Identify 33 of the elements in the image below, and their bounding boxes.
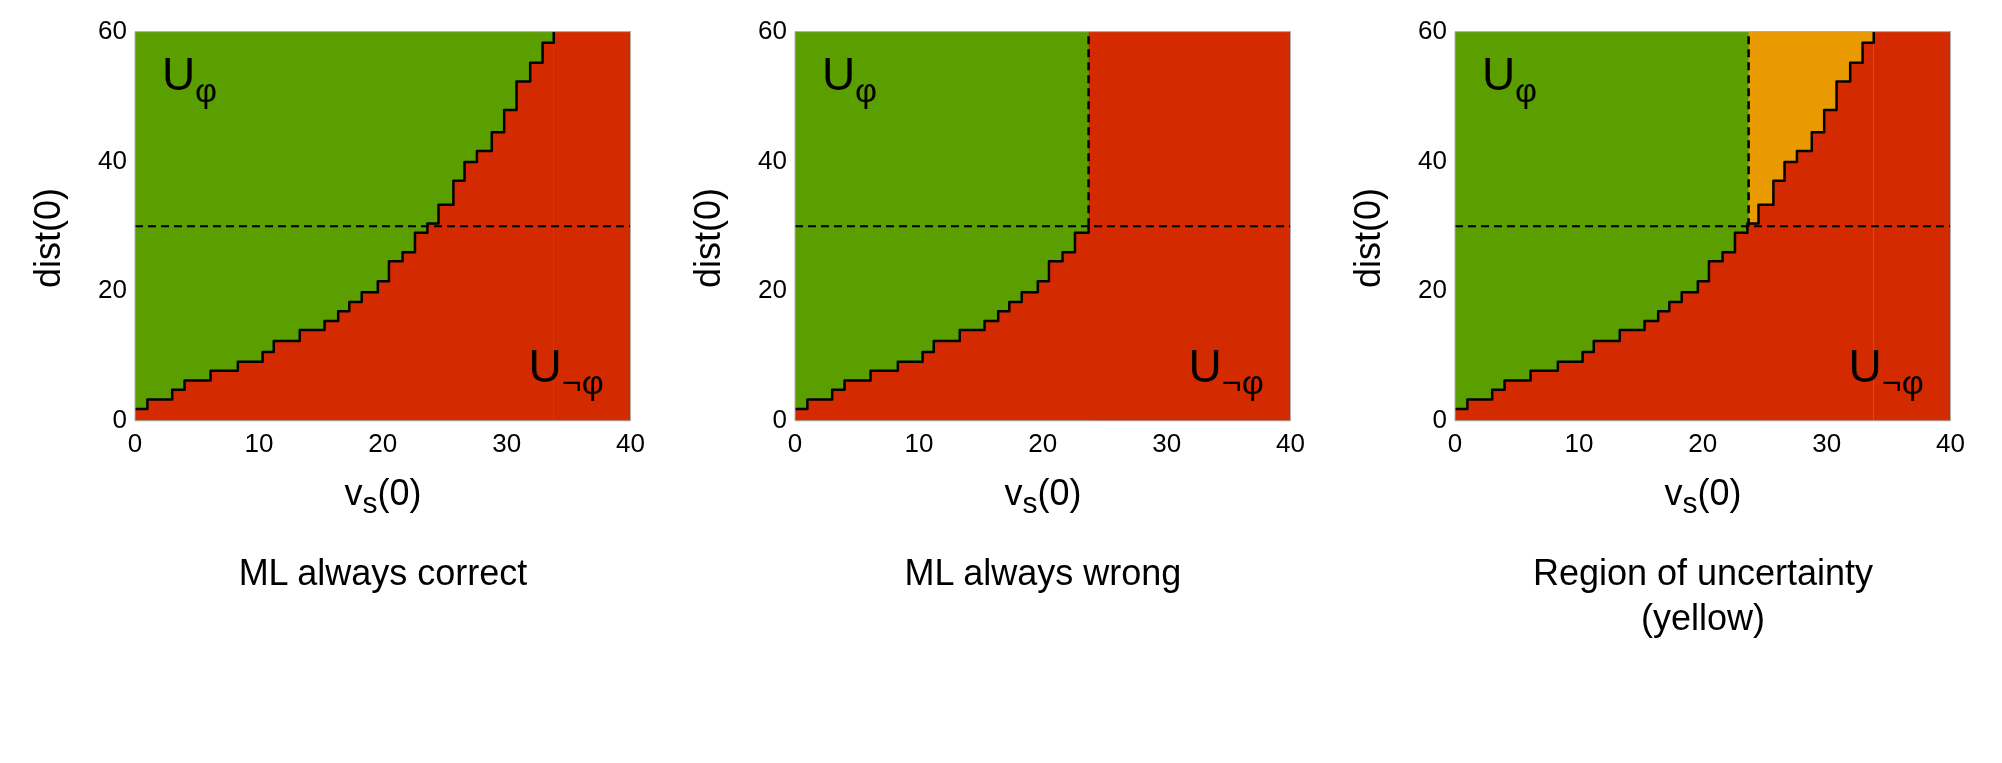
x-tick-label: 20 xyxy=(368,427,398,458)
y-tick-label: 20 xyxy=(98,274,127,305)
x-tick-label: 30 xyxy=(1152,427,1182,458)
x-tick-label: 30 xyxy=(492,427,522,458)
y-tick-label: 0 xyxy=(112,403,127,434)
text: ML always correct xyxy=(237,551,529,596)
text: Region of uncertainty (yellow) xyxy=(1531,551,1875,641)
y-tick-label: 0 xyxy=(1432,403,1447,434)
y-axis-title: dist(0) xyxy=(27,187,69,289)
x-tick-label: 30 xyxy=(1812,427,1842,458)
x-tick-label: 10 xyxy=(904,427,934,458)
y-tick-label: 40 xyxy=(758,144,787,175)
x-tick-label: 40 xyxy=(1936,427,1965,458)
x-tick-label: 10 xyxy=(244,427,274,458)
x-tick-label: 10 xyxy=(1564,427,1594,458)
y-axis-title: dist(0) xyxy=(1347,187,1389,289)
x-tick-label: 40 xyxy=(1276,427,1305,458)
y-tick-label: 20 xyxy=(1418,274,1447,305)
x-tick-label: 20 xyxy=(1028,427,1058,458)
y-tick-label: 0 xyxy=(772,403,787,434)
text: ML always wrong xyxy=(903,551,1183,596)
y-tick-label: 60 xyxy=(98,14,127,45)
x-axis-title: v$_{s}$(0) xyxy=(1004,472,1082,521)
y-tick-label: 60 xyxy=(758,14,787,45)
x-tick-label: 20 xyxy=(1688,427,1718,458)
y-axis-title: dist(0) xyxy=(687,187,729,289)
y-tick-label: 20 xyxy=(758,274,787,305)
y-tick-label: 60 xyxy=(1418,14,1447,45)
y-tick-label: 40 xyxy=(98,144,127,175)
y-tick-label: 40 xyxy=(1418,144,1447,175)
x-axis-title: v$_{s}$(0) xyxy=(344,472,422,521)
x-axis-title: v$_{s}$(0) xyxy=(1664,472,1742,521)
x-tick-label: 40 xyxy=(616,427,645,458)
